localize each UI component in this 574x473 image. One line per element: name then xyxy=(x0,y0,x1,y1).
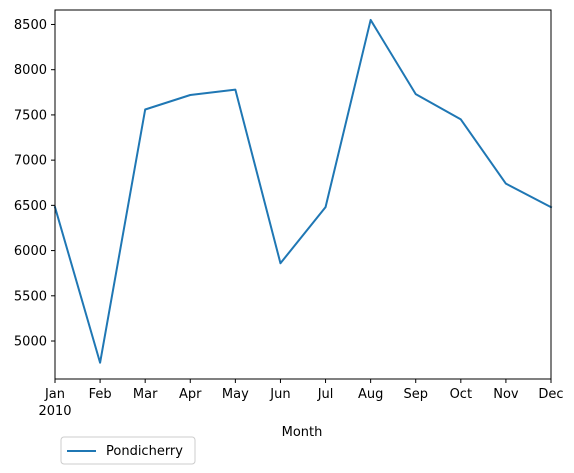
x-tick-year-label: 2010 xyxy=(38,404,71,419)
x-tick-label: Nov xyxy=(493,387,519,402)
y-tick-label: 7000 xyxy=(14,154,47,169)
y-tick-label: 5500 xyxy=(14,289,47,304)
x-tick-label: May xyxy=(222,387,249,402)
y-tick-label: 7500 xyxy=(14,108,47,123)
x-tick-label: Sep xyxy=(403,387,428,402)
y-tick-label: 8000 xyxy=(14,63,47,78)
x-tick-label: Feb xyxy=(89,387,112,402)
x-tick-label: Oct xyxy=(450,387,472,402)
y-axis: 5000 5500 6000 6500 7000 7500 8000 8500 xyxy=(14,18,55,350)
legend-box xyxy=(60,436,196,465)
series-line-0 xyxy=(53,18,553,364)
x-tick-label: Dec xyxy=(538,387,563,402)
y-tick-label: 6000 xyxy=(14,244,47,259)
x-axis-label: Month xyxy=(282,425,323,440)
x-tick-label: Aug xyxy=(358,387,383,402)
legend: Pondicherry xyxy=(60,436,196,465)
axes-frame xyxy=(54,9,552,380)
y-tick-label: 6500 xyxy=(14,199,47,214)
x-tick-label: Apr xyxy=(179,387,202,402)
x-tick-label: Mar xyxy=(133,387,158,402)
x-tick-label: Jan xyxy=(44,387,65,402)
y-tick-label: 8500 xyxy=(14,18,47,33)
x-axis: Jan Feb Mar Apr May Jun Jul Aug Sep Oct Nov Dec 2010 xyxy=(38,379,564,419)
y-tick-label: 5000 xyxy=(14,335,47,350)
plot-area xyxy=(53,9,553,380)
legend-label: Pondicherry xyxy=(106,444,183,459)
x-tick-label: Jul xyxy=(317,387,334,402)
x-tick-label: Jun xyxy=(269,387,290,402)
